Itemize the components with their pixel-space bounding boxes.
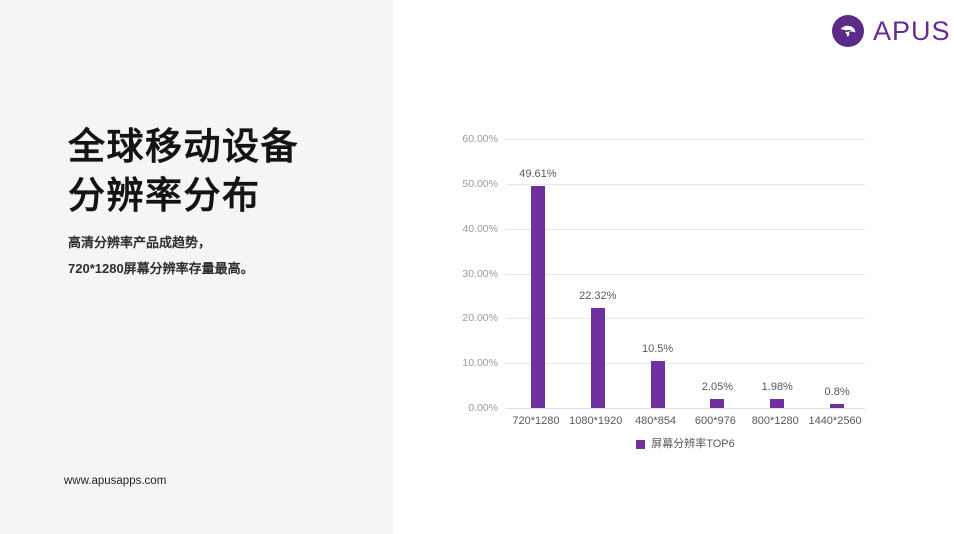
subtitle-line2: 720*1280屏幕分辨率存量最高。 [68,261,254,276]
website-url: www.apusapps.com [64,475,167,487]
logo-circle [832,15,864,47]
bar-value-label: 2.05% [701,380,734,393]
grid-line [506,318,865,320]
logo-text: APUS [873,16,951,46]
y-axis-labels: 60.00% 50.00% 40.00% 30.00% 20.00% 10.00% 0.00… [430,133,498,414]
grid-line [506,139,865,140]
apus-logo: APUS [832,15,951,47]
bar-720*1280 [530,185,545,408]
chart-legend: 屏幕分辨率TOP6 [506,438,865,450]
y-tick-label: 30.00% [462,267,498,280]
subtitle-line1: 高清分辨率产品成趋势， [68,235,212,250]
left-panel: 全球移动设备 分辨率分布 高清分辨率产品成趋势， 720*1280屏幕分辨率存量… [0,0,393,534]
subtitle: 高清分辨率产品成趋势， 720*1280屏幕分辨率存量最高。 [68,236,254,276]
grid-line [506,273,865,275]
page-title-line1: 全球移动设备 [68,126,299,167]
bar-value-label: 49.61% [519,167,557,180]
grid-line [506,363,865,365]
page-title: 全球移动设备 分辨率分布 [68,122,299,220]
swallow-bird-icon [838,21,858,41]
bar-value-label: 0.8% [824,386,850,399]
y-tick-label: 40.00% [462,222,498,235]
x-tick-label: 800*1280 [751,415,799,427]
x-tick-label: 1440*2560 [808,415,862,427]
y-tick-label: 0.00% [468,402,498,414]
legend-swatch-icon [636,439,646,449]
y-tick-label: 50.00% [462,177,498,190]
legend-label: 屏幕分辨率TOP6 [651,438,735,450]
bar-800*1280 [770,399,785,408]
x-tick-label: 480*854 [635,415,677,427]
y-tick-label: 10.00% [462,357,498,370]
bar-value-label: 1.98% [761,381,793,394]
bar-600*976 [710,398,725,408]
bar-480*854 [650,360,665,408]
grid-line [506,183,865,185]
bar-1080*1920 [590,307,605,408]
page-title-line2: 分辨率分布 [68,175,261,216]
x-tick-label: 720*1280 [512,415,560,427]
x-tick-label: 1080*1920 [569,415,623,427]
y-tick-label: 20.00% [462,312,498,325]
bar-value-label: 22.32% [579,289,617,302]
x-tick-label: 600*976 [694,415,736,427]
bar-value-label: 10.5% [641,342,674,355]
resolution-bar-chart: 49.61% 720*1280 22.32% 1080*1920 10.5% 480*85… [506,139,865,450]
grid-line [506,228,865,230]
grid-line [506,408,865,409]
y-tick-label: 60.00% [462,133,498,145]
bar-1440*2560 [830,404,845,408]
